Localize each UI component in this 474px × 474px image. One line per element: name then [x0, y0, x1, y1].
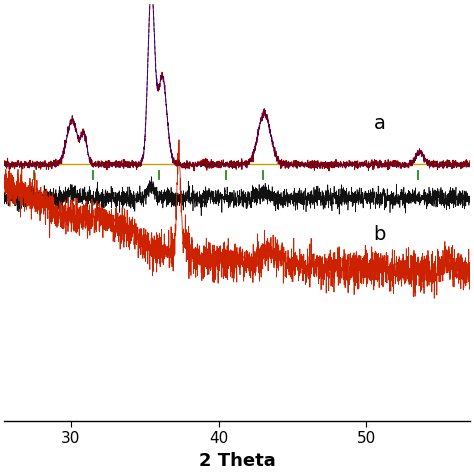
Text: b: b [374, 225, 386, 244]
Text: a: a [374, 114, 386, 133]
X-axis label: 2 Theta: 2 Theta [199, 452, 275, 470]
